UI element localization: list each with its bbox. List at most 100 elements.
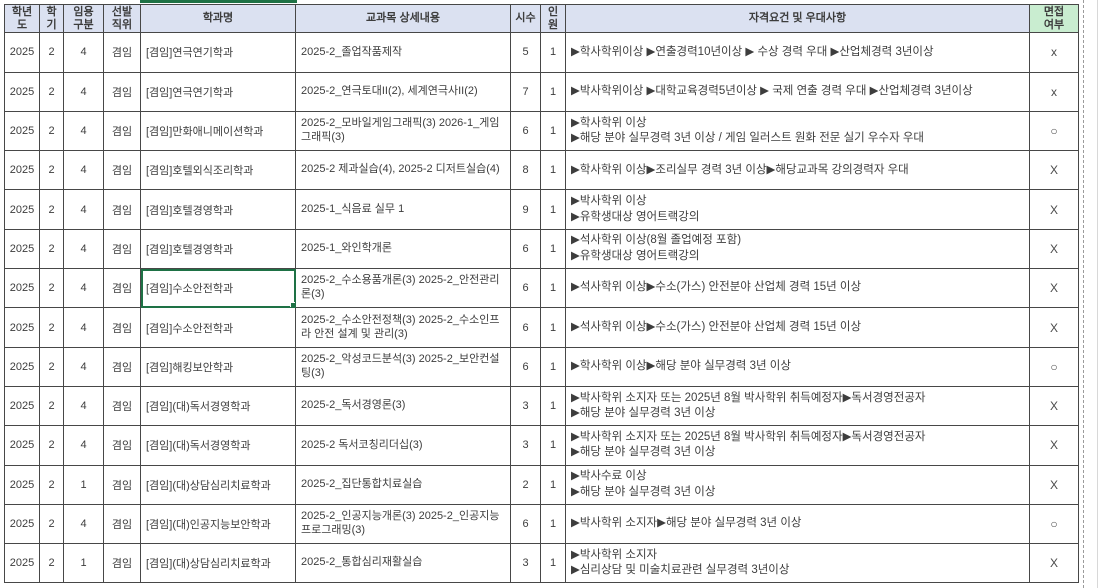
cell-position[interactable]: 겸임 [103, 307, 141, 348]
cell-position[interactable]: 겸임 [103, 189, 141, 230]
cell-quals[interactable]: ▶학사학위이상 ▶연출경력10년이상 ▶ 수상 경력 우대 ▶산업체경력 3년이… [565, 32, 1030, 73]
cell-course[interactable]: 2025-2_수소안전정책(3) 2025-2_수소인프라 안전 설계 및 관리… [295, 307, 511, 348]
cell-dept[interactable]: [겸임](대)인공지능보안학과 [140, 503, 296, 545]
column-header-year[interactable]: 학년도 [4, 3, 40, 34]
cell-course[interactable]: 2025-1_식음료 실무 1 [295, 189, 511, 230]
cell-semester[interactable]: 2 [39, 189, 64, 230]
cell-dept[interactable]: [겸임](대)독서경영학과 [140, 385, 296, 427]
cell-people[interactable]: 1 [540, 307, 566, 348]
cell-quals[interactable]: ▶박사수료 이상 ▶해당 분야 실무경력 3년 이상 [565, 464, 1030, 505]
cell-quals[interactable]: ▶박사학위 이상 ▶유학생대상 영어트랙강의 [565, 189, 1030, 230]
cell-year[interactable]: 2025 [4, 71, 40, 112]
cell-people[interactable]: 1 [540, 464, 566, 505]
cell-interview[interactable]: X [1029, 464, 1079, 505]
cell-year[interactable]: 2025 [4, 543, 40, 584]
cell-interview[interactable]: X [1029, 268, 1079, 309]
cell-course[interactable]: 2025-2_수소용품개론(3) 2025-2_안전관리론(3) [295, 268, 511, 309]
cell-course[interactable]: 2025-2_독서경영론(3) [295, 385, 511, 427]
column-header-course[interactable]: 교과목 상세내용 [295, 3, 511, 34]
cell-interview[interactable]: ○ [1029, 346, 1079, 387]
cell-people[interactable]: 1 [540, 425, 566, 466]
cell-course[interactable]: 2025-2 독서코칭리더십(3) [295, 425, 511, 466]
cell-hours[interactable]: 5 [510, 32, 541, 73]
cell-dept[interactable]: [겸임]연극연기학과 [140, 32, 296, 73]
cell-dept[interactable]: [겸임]호텔경영학과 [140, 189, 296, 230]
cell-interview[interactable]: X [1029, 150, 1079, 191]
cell-position[interactable]: 겸임 [103, 385, 141, 427]
cell-position[interactable]: 겸임 [103, 32, 141, 73]
cell-quals[interactable]: ▶박사학위 소지자 ▶심리상담 및 미술치료관련 실무경력 3년이상 [565, 543, 1030, 584]
cell-appointment[interactable]: 4 [63, 150, 104, 191]
cell-people[interactable]: 1 [540, 189, 566, 230]
column-header-dept[interactable]: 학과명 [140, 3, 296, 34]
cell-dept[interactable]: [겸임]만화애니메이션학과 [140, 110, 296, 152]
cell-position[interactable]: 겸임 [103, 425, 141, 466]
cell-dept[interactable]: [겸임](대)독서경영학과 [140, 425, 296, 466]
cell-course[interactable]: 2025-2_연극토대II(2), 세계연극사II(2) [295, 71, 511, 112]
cell-hours[interactable]: 3 [510, 385, 541, 427]
cell-appointment[interactable]: 4 [63, 425, 104, 466]
cell-people[interactable]: 1 [540, 150, 566, 191]
cell-course[interactable]: 2025-2 제과실습(4), 2025-2 디저트실습(4) [295, 150, 511, 191]
cell-course[interactable]: 2025-1_와인학개론 [295, 228, 511, 270]
cell-people[interactable]: 1 [540, 32, 566, 73]
cell-course[interactable]: 2025-2_악성코드분석(3) 2025-2_보안컨설팅(3) [295, 346, 511, 387]
cell-appointment[interactable]: 4 [63, 385, 104, 427]
cell-quals[interactable]: ▶박사학위이상 ▶대학교육경력5년이상 ▶ 국제 연출 경력 우대 ▶산업체경력… [565, 71, 1030, 112]
cell-quals[interactable]: ▶석사학위 이상(8월 졸업예정 포함) ▶유학생대상 영어트랙강의 [565, 228, 1030, 270]
cell-quals[interactable]: ▶학사학위 이상▶해당 분야 실무경력 3년 이상 [565, 346, 1030, 387]
cell-people[interactable]: 1 [540, 268, 566, 309]
cell-semester[interactable]: 2 [39, 228, 64, 270]
cell-position[interactable]: 겸임 [103, 110, 141, 152]
cell-semester[interactable]: 2 [39, 543, 64, 584]
cell-semester[interactable]: 2 [39, 503, 64, 545]
cell-semester[interactable]: 2 [39, 110, 64, 152]
cell-year[interactable]: 2025 [4, 228, 40, 270]
cell-semester[interactable]: 2 [39, 268, 64, 309]
cell-appointment[interactable]: 4 [63, 110, 104, 152]
cell-interview[interactable]: X [1029, 228, 1079, 270]
cell-appointment[interactable]: 4 [63, 228, 104, 270]
column-header-appointment[interactable]: 임용 구분 [63, 3, 104, 34]
cell-dept[interactable]: [겸임]수소안전학과 [140, 307, 296, 348]
cell-interview[interactable]: X [1029, 307, 1079, 348]
cell-people[interactable]: 1 [540, 385, 566, 427]
cell-semester[interactable]: 2 [39, 32, 64, 73]
cell-dept[interactable]: [겸임](대)상담심리치료학과 [140, 543, 296, 584]
cell-course[interactable]: 2025-2_모바일게임그래픽(3) 2026-1_게임그래픽(3) [295, 110, 511, 152]
cell-hours[interactable]: 6 [510, 346, 541, 387]
cell-semester[interactable]: 2 [39, 71, 64, 112]
cell-appointment[interactable]: 4 [63, 189, 104, 230]
cell-position[interactable]: 겸임 [103, 150, 141, 191]
cell-year[interactable]: 2025 [4, 268, 40, 309]
cell-quals[interactable]: ▶석사학위 이상▶수소(가스) 안전분야 산업체 경력 15년 이상 [565, 307, 1030, 348]
cell-year[interactable]: 2025 [4, 150, 40, 191]
cell-position[interactable]: 겸임 [103, 543, 141, 584]
cell-hours[interactable]: 6 [510, 268, 541, 309]
cell-year[interactable]: 2025 [4, 307, 40, 348]
cell-year[interactable]: 2025 [4, 110, 40, 152]
cell-hours[interactable]: 3 [510, 543, 541, 584]
cell-interview[interactable]: X [1029, 425, 1079, 466]
cell-dept[interactable]: [겸임]호텔경영학과 [140, 228, 296, 270]
column-header-hours[interactable]: 시수 [510, 3, 541, 34]
cell-quals[interactable]: ▶박사학위 소지자▶해당 분야 실무경력 3년 이상 [565, 503, 1030, 545]
cell-year[interactable]: 2025 [4, 464, 40, 505]
cell-position[interactable]: 겸임 [103, 268, 141, 309]
cell-quals[interactable]: ▶석사학위 이상▶수소(가스) 안전분야 산업체 경력 15년 이상 [565, 268, 1030, 309]
cell-appointment[interactable]: 4 [63, 71, 104, 112]
column-header-quals[interactable]: 자격요건 및 우대사항 [565, 3, 1030, 34]
cell-dept[interactable]: [겸임](대)상담심리치료학과 [140, 464, 296, 505]
cell-people[interactable]: 1 [540, 110, 566, 152]
cell-year[interactable]: 2025 [4, 503, 40, 545]
cell-semester[interactable]: 2 [39, 150, 64, 191]
cell-people[interactable]: 1 [540, 543, 566, 584]
cell-quals[interactable]: ▶박사학위 소지자 또는 2025년 8월 박사학위 취득예정자▶독서경영전공자… [565, 385, 1030, 427]
cell-appointment[interactable]: 4 [63, 503, 104, 545]
cell-course[interactable]: 2025-2_집단통합치료실습 [295, 464, 511, 505]
cell-position[interactable]: 겸임 [103, 228, 141, 270]
cell-course[interactable]: 2025-2_졸업작품제작 [295, 32, 511, 73]
cell-hours[interactable]: 7 [510, 71, 541, 112]
cell-people[interactable]: 1 [540, 71, 566, 112]
cell-hours[interactable]: 6 [510, 307, 541, 348]
